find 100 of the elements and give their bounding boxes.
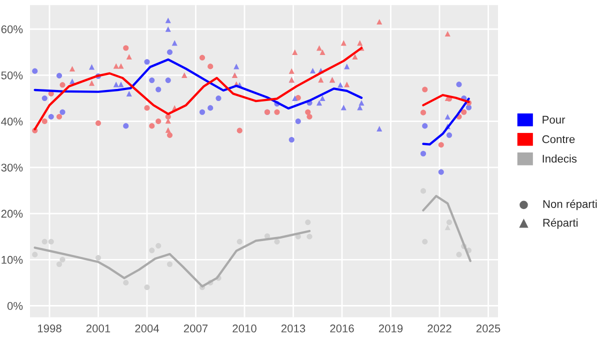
point: [444, 114, 450, 120]
point: [149, 248, 155, 254]
point: [166, 132, 173, 138]
point: [126, 90, 132, 96]
point: [60, 109, 66, 115]
point: [95, 120, 102, 126]
point: [274, 109, 280, 115]
x-tick-label: 2019: [378, 324, 403, 332]
x-tick-label: 2025: [476, 324, 500, 332]
point: [376, 18, 382, 25]
point: [144, 105, 150, 111]
point: [149, 123, 155, 129]
point: [42, 118, 48, 124]
point: [165, 26, 171, 32]
x-tick-label: 2013: [281, 324, 306, 332]
point: [42, 238, 48, 244]
x-tick-label: 2007: [184, 324, 208, 332]
point: [376, 126, 382, 132]
point: [42, 96, 48, 102]
point: [320, 49, 326, 55]
point: [320, 96, 326, 102]
point: [292, 49, 298, 55]
point: [88, 80, 95, 86]
point: [149, 78, 155, 84]
x-tick-label: 2016: [330, 324, 354, 332]
point: [274, 238, 280, 244]
y-tick-label: 60%: [1, 25, 23, 34]
y-tick-label: 0%: [7, 302, 23, 310]
point: [126, 54, 132, 60]
x-tick-label: 2001: [86, 324, 110, 332]
point: [165, 78, 171, 84]
point: [166, 49, 173, 55]
point: [422, 86, 428, 92]
x-tick-label: 2022: [428, 324, 452, 332]
point: [456, 82, 462, 88]
point: [310, 68, 316, 74]
point: [456, 252, 462, 258]
point: [438, 169, 444, 175]
point: [165, 127, 171, 133]
text: Réparti: [543, 218, 578, 229]
point: [236, 128, 242, 134]
point: [288, 68, 294, 74]
point: [306, 234, 312, 240]
point: [420, 188, 426, 194]
point: [446, 132, 452, 138]
point: [358, 100, 364, 106]
point: [422, 238, 428, 244]
y-tick-label: 10%: [2, 256, 23, 264]
point: [208, 105, 214, 111]
point: [420, 110, 426, 116]
point: [56, 261, 62, 268]
point: [144, 59, 150, 65]
point: [123, 45, 129, 51]
point: [123, 123, 129, 129]
point: [420, 150, 426, 156]
point: [305, 109, 311, 115]
y-tick-label: 40%: [1, 118, 23, 126]
point: [199, 109, 206, 115]
point: [316, 45, 322, 51]
point: [444, 30, 450, 37]
point: [264, 233, 270, 239]
point: [32, 68, 38, 74]
point: [295, 118, 301, 124]
legend-label: Indecis: [542, 154, 577, 163]
point: [288, 136, 294, 143]
point: [56, 114, 62, 120]
point: [118, 82, 124, 88]
point: [166, 261, 173, 268]
point: [352, 54, 358, 60]
point: [95, 255, 102, 261]
y-tick-label: 50%: [1, 71, 23, 80]
y-tick-label: 20%: [1, 210, 23, 218]
point: [438, 142, 444, 148]
x-tick-label: 1998: [38, 324, 62, 332]
point: [422, 123, 428, 129]
point: [199, 54, 206, 60]
point: [461, 109, 467, 115]
point: [48, 114, 54, 120]
point: [48, 238, 54, 244]
point: [32, 252, 38, 258]
legend-label: Contre: [542, 135, 575, 144]
point: [144, 284, 150, 290]
point: [295, 95, 301, 101]
point: [60, 256, 66, 262]
point: [118, 63, 124, 69]
point: [446, 220, 452, 226]
point: [236, 238, 242, 244]
point: [216, 96, 222, 102]
point: [56, 72, 62, 78]
point: [306, 114, 312, 120]
point: [156, 86, 162, 92]
point: [340, 104, 346, 110]
point: [156, 243, 162, 249]
point: [113, 63, 119, 69]
point: [305, 220, 311, 226]
point: [60, 82, 66, 88]
x-tick-label: 2004: [135, 324, 160, 332]
point: [208, 64, 214, 70]
x-tick-label: 2010: [232, 324, 256, 332]
point: [316, 100, 322, 106]
